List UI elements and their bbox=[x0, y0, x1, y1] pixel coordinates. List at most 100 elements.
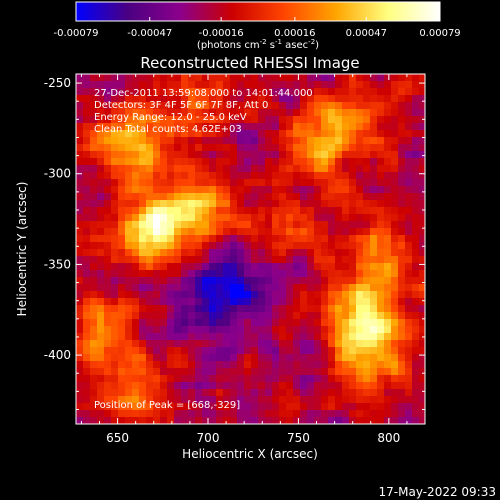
heatmap-cell bbox=[391, 284, 399, 292]
heatmap-cell bbox=[160, 193, 168, 201]
heatmap-cell bbox=[342, 368, 350, 376]
heatmap-cell bbox=[349, 214, 357, 222]
heatmap-cell bbox=[307, 256, 315, 264]
heatmap-cell bbox=[398, 333, 406, 341]
heatmap-cell bbox=[104, 144, 112, 152]
heatmap-cell bbox=[153, 207, 161, 215]
heatmap-cell bbox=[195, 74, 203, 82]
heatmap-cell bbox=[125, 347, 133, 355]
heatmap-cell bbox=[132, 81, 140, 89]
heatmap-cell bbox=[125, 312, 133, 320]
heatmap-cell bbox=[307, 242, 315, 250]
heatmap-cell bbox=[76, 312, 84, 320]
heatmap-cell bbox=[405, 319, 413, 327]
heatmap-cell bbox=[146, 172, 154, 180]
heatmap-cell bbox=[356, 193, 364, 201]
heatmap-cell bbox=[223, 165, 231, 173]
heatmap-cell bbox=[160, 95, 168, 103]
heatmap-cell bbox=[132, 200, 140, 208]
heatmap-cell bbox=[384, 256, 392, 264]
heatmap-cell bbox=[293, 214, 301, 222]
heatmap-cell bbox=[230, 109, 238, 117]
heatmap-cell bbox=[293, 137, 301, 145]
heatmap-cell bbox=[244, 179, 252, 187]
heatmap-cell bbox=[342, 88, 350, 96]
annotation-line: 27-Dec-2011 13:59:08.000 to 14:01:44.000 bbox=[94, 88, 313, 99]
heatmap-cell bbox=[181, 417, 189, 424]
heatmap-cell bbox=[251, 172, 259, 180]
heatmap-cell bbox=[412, 291, 420, 299]
heatmap-cell bbox=[314, 319, 322, 327]
heatmap-cell bbox=[321, 284, 329, 292]
heatmap-cell bbox=[307, 368, 315, 376]
heatmap-cell bbox=[321, 74, 329, 82]
heatmap-cell bbox=[237, 284, 245, 292]
heatmap-cell bbox=[111, 123, 119, 131]
heatmap-cell bbox=[160, 382, 168, 390]
heatmap-cell bbox=[279, 403, 287, 411]
heatmap-cell bbox=[111, 291, 119, 299]
heatmap-cell bbox=[391, 333, 399, 341]
heatmap-cell bbox=[139, 291, 147, 299]
heatmap-cell bbox=[132, 172, 140, 180]
heatmap-cell bbox=[167, 249, 175, 257]
heatmap-cell bbox=[314, 249, 322, 257]
heatmap-cell bbox=[132, 256, 140, 264]
heatmap-cell bbox=[314, 284, 322, 292]
heatmap-cell bbox=[202, 284, 210, 292]
heatmap-cell bbox=[398, 396, 406, 404]
heatmap-cell bbox=[300, 403, 308, 411]
heatmap-cell bbox=[125, 242, 133, 250]
heatmap-cell bbox=[188, 333, 196, 341]
heatmap-cell bbox=[181, 116, 189, 124]
heatmap-cell bbox=[300, 305, 308, 313]
heatmap-cell bbox=[258, 228, 266, 236]
heatmap-cell bbox=[265, 249, 273, 257]
heatmap-cell bbox=[356, 186, 364, 194]
heatmap-cell bbox=[300, 354, 308, 362]
heatmap-cell bbox=[342, 354, 350, 362]
heatmap-cell bbox=[97, 249, 105, 257]
heatmap-cell bbox=[398, 207, 406, 215]
heatmap-cell bbox=[125, 249, 133, 257]
heatmap-cell bbox=[202, 151, 210, 159]
heatmap-cell bbox=[272, 277, 280, 285]
heatmap-cell bbox=[251, 186, 259, 194]
heatmap-cell bbox=[258, 368, 266, 376]
heatmap-cell bbox=[97, 207, 105, 215]
heatmap-cell bbox=[118, 375, 126, 383]
heatmap-cell bbox=[195, 270, 203, 278]
heatmap-cell bbox=[307, 214, 315, 222]
heatmap-cell bbox=[153, 305, 161, 313]
heatmap-cell bbox=[419, 263, 425, 271]
heatmap-cell bbox=[370, 298, 378, 306]
heatmap-cell bbox=[118, 396, 126, 404]
heatmap-cell bbox=[384, 375, 392, 383]
heatmap-cell bbox=[377, 74, 385, 82]
heatmap-cell bbox=[349, 382, 357, 390]
heatmap-cell bbox=[83, 361, 91, 369]
heatmap-cell bbox=[216, 340, 224, 348]
heatmap-cell bbox=[118, 361, 126, 369]
heatmap-cell bbox=[286, 144, 294, 152]
heatmap-cell bbox=[286, 88, 294, 96]
heatmap-cell bbox=[419, 361, 425, 369]
heatmap-cell bbox=[363, 130, 371, 138]
heatmap-cell bbox=[244, 207, 252, 215]
heatmap-cell bbox=[405, 137, 413, 145]
heatmap-cell bbox=[118, 123, 126, 131]
heatmap-cell bbox=[202, 263, 210, 271]
heatmap-cell bbox=[335, 172, 343, 180]
heatmap-cell bbox=[321, 256, 329, 264]
heatmap-cell bbox=[132, 74, 140, 82]
heatmap-cell bbox=[83, 410, 91, 418]
heatmap-cell bbox=[216, 305, 224, 313]
heatmap-cell bbox=[125, 165, 133, 173]
heatmap-cell bbox=[398, 270, 406, 278]
heatmap-cell bbox=[251, 235, 259, 243]
heatmap-cell bbox=[314, 165, 322, 173]
heatmap-cell bbox=[356, 263, 364, 271]
heatmap-cell bbox=[76, 242, 84, 250]
heatmap-cell bbox=[328, 417, 336, 424]
heatmap-cell bbox=[328, 158, 336, 166]
